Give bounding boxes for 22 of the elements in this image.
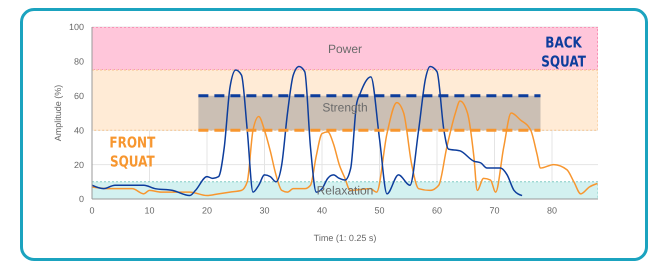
x-tick-label: 80 (546, 205, 558, 216)
series-label: FRONT SQUAT (109, 134, 156, 171)
line-series (92, 100, 598, 196)
y-tick-label: 20 (74, 160, 84, 170)
text: BACK SQUAT (541, 34, 587, 72)
y-tick-label: 100 (68, 22, 84, 32)
band-label: Power (328, 42, 362, 56)
x-tick-label: 10 (144, 205, 155, 216)
x-tick-label: 40 (316, 205, 328, 216)
y-tick-label: 80 (74, 56, 84, 67)
x-tick-label: 30 (259, 205, 270, 216)
x-tick-label: 0 (89, 205, 95, 216)
y-tick-label: 40 (74, 125, 84, 136)
x-tick-label: 60 (432, 205, 442, 216)
y-tick-label: 60 (74, 90, 84, 101)
x-axis-title: Time (1: 0.25 s) (314, 233, 376, 243)
x-tick-label: 70 (489, 205, 500, 216)
y-axis-title: Amplitude (%) (53, 84, 64, 142)
y-tick-label: 0 (78, 194, 84, 204)
band-label: Relaxation (316, 184, 374, 198)
x-tick-label: 50 (374, 205, 385, 216)
x-tick-label: 20 (202, 205, 212, 216)
